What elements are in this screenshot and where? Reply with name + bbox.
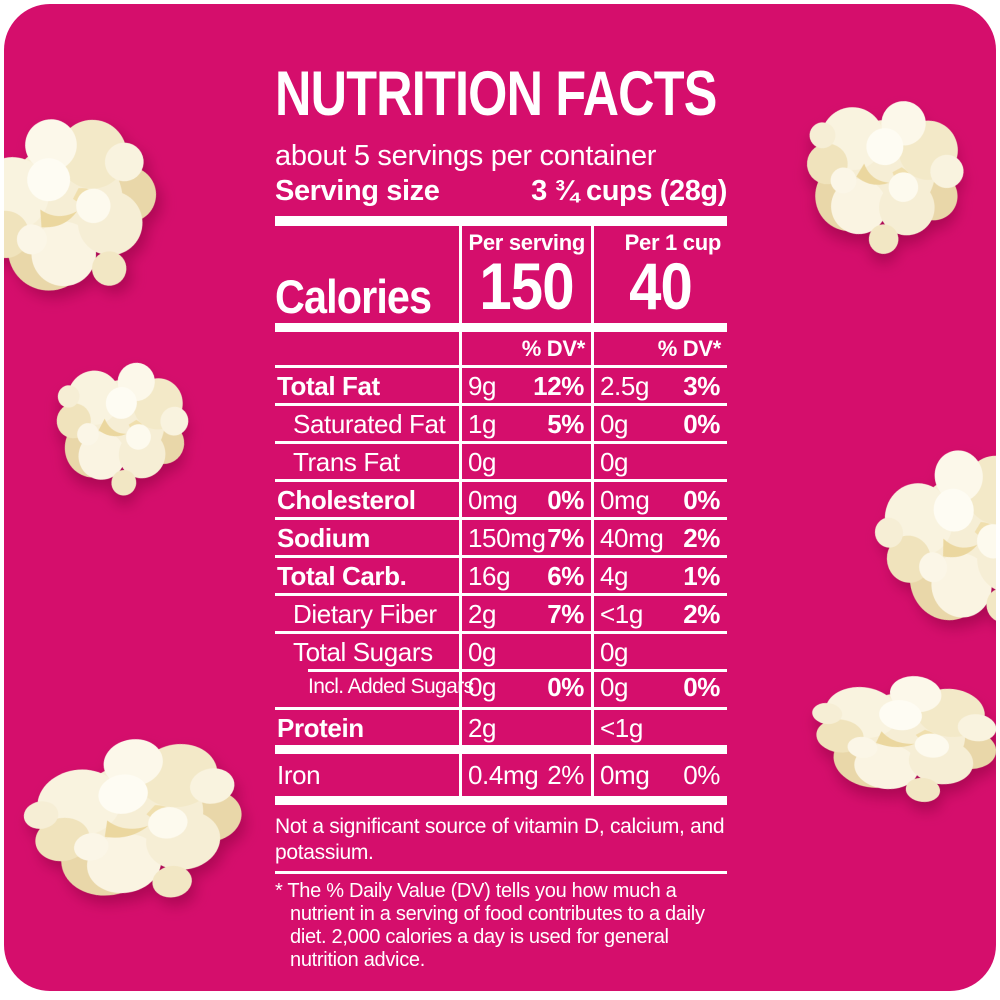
nutrient-name: Saturated Fat [293, 408, 446, 439]
calories-per-cup: 40 [629, 248, 693, 323]
nutrient-name: Iron [277, 759, 321, 790]
popcorn-icon [4, 93, 180, 322]
serving-size-label: Serving size [275, 175, 440, 208]
divider-thick [275, 744, 727, 754]
nutrient-name: Cholesterol [277, 484, 416, 515]
cup-dv: 3% [683, 370, 720, 401]
nutrient-name: Dietary Fiber [293, 598, 437, 629]
per-cup-header: Per 1 cup [624, 229, 722, 255]
cup-dv: 0% [683, 671, 720, 702]
calories-banner: Calories Per serving 150 Per 1 cup 40 [275, 225, 727, 323]
serving-amount: 2g [468, 712, 497, 743]
serving-amount: 9g [468, 370, 497, 401]
table-row: Dietary Fiber 2g 7% <1g 2% [275, 592, 727, 631]
table-row: Total Fat 9g 12% 2.5g 3% [275, 364, 727, 403]
cup-amount: 4g [600, 560, 629, 591]
nutrient-name: Protein [277, 712, 364, 743]
cup-dv: 0% [683, 484, 720, 515]
divider-thick [275, 795, 727, 805]
popcorn-icon [38, 345, 201, 508]
popcorn-icon [782, 76, 981, 271]
serving-dv: 0% [547, 484, 584, 515]
serving-dv: 0% [547, 671, 584, 702]
serving-amount: 2g [468, 598, 497, 629]
dv-header-cup: % DV* [591, 331, 727, 365]
table-row: Total Sugars 0g 0g [275, 630, 727, 669]
table-row: Total Carb. 16g 6% 4g 1% [275, 554, 727, 593]
cup-dv: 2% [683, 522, 720, 553]
servings-per-container: about 5 servings per container [275, 139, 657, 172]
divider-thick [275, 322, 727, 332]
serving-dv: 2% [547, 759, 584, 790]
popcorn-icon [14, 724, 253, 919]
nutrient-name: Total Carb. [277, 560, 407, 591]
divider-thin [275, 870, 727, 874]
serving-amount: 150mg [468, 522, 546, 553]
cup-dv: 2% [683, 598, 720, 629]
cup-amount: <1g [600, 598, 643, 629]
serving-amount: 0mg [468, 484, 518, 515]
cup-dv: 0% [683, 759, 720, 790]
serving-dv: 7% [547, 522, 584, 553]
serving-amount: 1g [468, 408, 497, 439]
cup-amount: 0mg [600, 484, 650, 515]
not-significant-note: Not a significant source of vitamin D, c… [275, 814, 725, 864]
calories-label: Calories [275, 269, 432, 323]
serving-size-value: 3 ¾ cups (28g) [531, 175, 727, 208]
table-row: Trans Fat 0g 0g [275, 440, 727, 479]
pink-background-card: NUTRITION FACTS about 5 servings per con… [4, 4, 996, 991]
per-serving-header: Per serving [468, 229, 585, 255]
nutrition-facts-label: NUTRITION FACTS about 5 servings per con… [275, 59, 727, 973]
serving-dv: 5% [547, 408, 584, 439]
label-title: NUTRITION FACTS [275, 59, 717, 129]
serving-dv: 7% [547, 598, 584, 629]
daily-value-header-row: % DV* % DV* [275, 331, 727, 365]
divider-thick [275, 215, 727, 226]
cup-dv: 1% [683, 560, 720, 591]
table-row: Iron 0.4mg 2% 0mg 0% [275, 753, 727, 796]
cup-amount: 0mg [600, 759, 650, 790]
nutrient-name: Incl. Added Sugars [308, 674, 474, 698]
cup-amount: 0g [600, 636, 629, 667]
calories-per-serving: 150 [479, 248, 574, 323]
cup-amount: 40mg [600, 522, 664, 553]
cup-amount: 0g [600, 671, 629, 702]
serving-dv: 12% [533, 370, 584, 401]
nutrient-name: Total Sugars [293, 636, 433, 667]
nutrient-name: Sodium [277, 522, 370, 553]
dv-header-serving: % DV* [459, 331, 591, 365]
cup-dv: 0% [683, 408, 720, 439]
popcorn-icon [804, 665, 996, 810]
table-row: Cholesterol 0mg 0% 0mg 0% [275, 478, 727, 517]
table-row: Sodium 150mg 7% 40mg 2% [275, 516, 727, 555]
table-row: Incl. Added Sugars 0g 0% 0g 0% [275, 668, 727, 707]
cup-amount: 0g [600, 408, 629, 439]
serving-amount: 0.4mg [468, 759, 539, 790]
nutrient-name: Trans Fat [293, 446, 400, 477]
daily-value-footnote: * The % Daily Value (DV) tells you how m… [275, 879, 705, 972]
nutrient-name: Total Fat [277, 370, 380, 401]
cup-amount: 0g [600, 446, 629, 477]
serving-amount: 16g [468, 560, 511, 591]
popcorn-icon [861, 434, 996, 645]
cup-amount: <1g [600, 712, 643, 743]
serving-amount: 0g [468, 636, 497, 667]
serving-dv: 6% [547, 560, 584, 591]
table-row: Saturated Fat 1g 5% 0g 0% [275, 402, 727, 441]
serving-amount: 0g [468, 446, 497, 477]
table-row: Protein 2g <1g [275, 706, 727, 745]
cup-amount: 2.5g [600, 370, 650, 401]
serving-amount: 0g [468, 671, 497, 702]
